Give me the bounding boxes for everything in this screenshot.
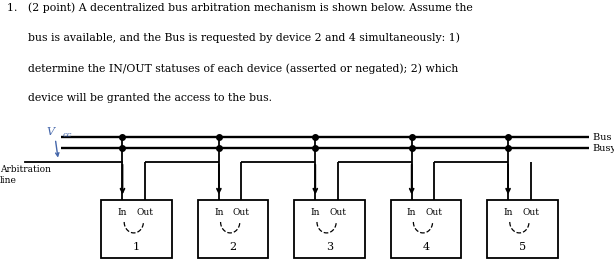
Text: 4: 4 bbox=[422, 242, 429, 252]
Text: Busy: Busy bbox=[593, 144, 614, 153]
Text: Out: Out bbox=[136, 208, 154, 217]
Text: device will be granted the access to the bus.: device will be granted the access to the… bbox=[7, 93, 273, 103]
Text: In: In bbox=[503, 208, 513, 217]
Text: 1: 1 bbox=[133, 242, 140, 252]
Text: 2: 2 bbox=[230, 242, 236, 252]
Bar bbox=[198, 200, 268, 257]
Bar bbox=[487, 200, 558, 257]
Text: In: In bbox=[407, 208, 416, 217]
Text: Out: Out bbox=[426, 208, 443, 217]
Text: In: In bbox=[311, 208, 320, 217]
Bar bbox=[101, 200, 172, 257]
Text: V: V bbox=[46, 127, 54, 137]
Bar bbox=[391, 200, 461, 257]
Text: In: In bbox=[214, 208, 223, 217]
Text: bus is available, and the Bus is requested by device 2 and 4 simultaneously: 1): bus is available, and the Bus is request… bbox=[7, 33, 460, 43]
Text: 5: 5 bbox=[519, 242, 526, 252]
Text: determine the IN/OUT statuses of each device (asserted or negated); 2) which: determine the IN/OUT statuses of each de… bbox=[7, 63, 459, 74]
Text: In: In bbox=[118, 208, 127, 217]
Text: 3: 3 bbox=[326, 242, 333, 252]
Text: Out: Out bbox=[522, 208, 539, 217]
Bar bbox=[294, 200, 365, 257]
Text: 1.   (2 point) A decentralized bus arbitration mechanism is shown below. Assume : 1. (2 point) A decentralized bus arbitra… bbox=[7, 3, 473, 13]
Text: Bus request: Bus request bbox=[593, 133, 614, 142]
Text: Arbitration
line: Arbitration line bbox=[0, 165, 51, 185]
Text: Out: Out bbox=[233, 208, 250, 217]
Text: Out: Out bbox=[329, 208, 346, 217]
Text: cc: cc bbox=[63, 130, 72, 139]
